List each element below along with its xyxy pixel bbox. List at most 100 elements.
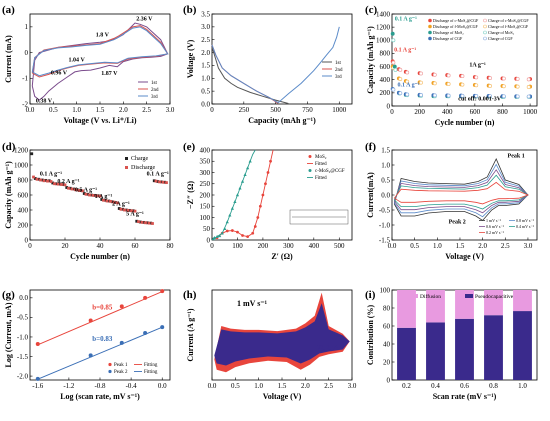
series-line [393,163,529,218]
x-tick-label: 1000 [332,106,347,114]
percent-label: 76.6% [317,343,339,352]
y-tick-label: 400 [18,206,29,214]
data-point [460,82,465,87]
legend-marker [125,157,128,160]
y-tick-label: 100 [200,214,211,222]
data-point [82,192,86,195]
data-point [218,234,222,238]
data-point [65,186,69,189]
x-tick-label: 2.5 [324,382,333,390]
panel-a: (a) 0.0 0.5 1.0 1.5 2.0 2.5 3.0 -2 -1 0 1 Voltage (V… [2,4,175,125]
y-axis-label: Capacity (mAh g⁻¹) [4,161,13,229]
x-tick-label: 1.0 [518,382,527,390]
panel-letter: (f) [365,141,376,153]
annotation: 1.8 V [96,33,110,39]
data-point [130,209,133,213]
x-tick-label: 0.4 [431,382,440,390]
x-tick-label: 400 [442,108,453,116]
data-point [35,376,40,381]
x-tick-label: 0.5 [231,382,240,390]
legend-label: Discharge of CGF [433,36,463,41]
annotation: 0.5 A g⁻¹ [75,187,97,193]
data-point [474,94,479,98]
panel-letter: (i) [365,289,376,301]
x-tick-label: 0.0 [388,242,397,250]
fit-line [37,326,163,380]
legend-marker [108,369,112,374]
data-point [419,80,423,85]
data-point [163,180,167,184]
data-point [405,92,410,97]
legend-label: Charge [131,156,149,162]
y-tick-label: 80 [383,304,391,312]
data-point [33,177,37,180]
legend-label: Charge of f-MoS₂@CGF [488,24,529,29]
data-point [460,74,465,79]
data-point [145,221,149,225]
y-tick-label: 1200 [14,146,29,154]
equivalent-circuit-inset [289,209,349,225]
legend-label: Peak 1 [114,363,128,368]
data-point [88,353,93,358]
data-point [107,199,111,203]
legend-marker [308,155,312,158]
annotation: 0.1 A g⁻¹ [395,17,417,23]
annotation: 0.1 A g⁻¹ [398,82,420,88]
y-tick-label: 2.5 [201,36,210,44]
data-point [39,178,42,182]
legend-label: 1 mV s⁻¹ [486,218,502,223]
y-tick-label: 40 [383,340,391,348]
y-axis-label: Current(mA) [366,172,375,218]
data-point [392,64,397,69]
y-tick-label: 1000 [376,37,391,45]
data-point [47,179,51,183]
y-tick-label: 100 [380,286,391,294]
y-tick-label: 2.0 [201,49,210,57]
x-axis-label: Capacity (mAh g⁻¹) [248,116,316,125]
x-axis-label: Voltage (V) [445,252,484,261]
x-tick-label: 0.5 [49,106,58,114]
legend-label: 0.8 mV s⁻¹ [516,218,535,223]
data-point [54,182,58,186]
annotation: 1A g⁻¹ [469,63,486,69]
data-point [460,93,465,98]
legend-label: 1st [335,61,341,66]
series-line [393,169,529,214]
annotation: 5 A g⁻¹ [126,211,144,217]
x-tick-label: 0.0 [208,382,217,390]
bar-segment [513,311,532,380]
data-point [114,201,118,204]
y-tick-label: -0.5 [17,314,29,322]
panel-letter: (c) [365,4,378,16]
panel-f: (f) 0.0 0.5 1.0 1.5 2.0 2.5 3.0 -1.5 -1.0 -0.5 0.0 0… [365,141,538,261]
y-tick-label: 1000 [14,161,29,169]
plot-frame [29,13,171,105]
bar-segment [426,290,445,323]
y-tick-label: 400 [200,146,211,154]
bar-segment [484,290,503,316]
y-tick-label: -1.5 [379,236,391,244]
data-point [152,179,156,183]
y-tick-label: 250 [200,180,211,188]
data-point [147,221,151,225]
series-line [393,158,529,222]
legend-marker [483,24,487,29]
fit-line [216,149,274,239]
x-tick-label: 300 [283,242,294,250]
data-point [117,207,121,210]
panel-letter: (d) [2,141,16,153]
x-tick-label: 400 [309,242,320,250]
data-point [391,38,396,43]
data-point [32,175,35,179]
data-point [160,325,165,330]
data-point [432,93,437,98]
y-tick-label: 300 [200,169,211,177]
data-point [133,209,137,213]
data-point [501,84,506,89]
data-point [53,182,56,186]
data-point [91,193,95,197]
data-point [116,201,119,205]
series-line [393,174,529,210]
x-tick-label: 0 [390,108,394,116]
